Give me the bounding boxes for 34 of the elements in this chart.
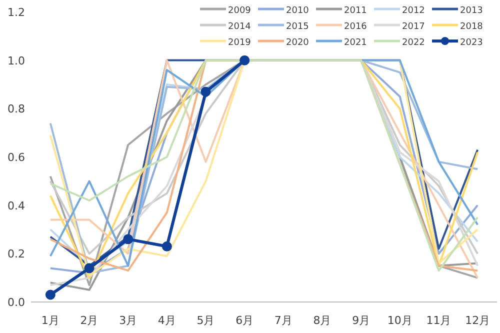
y-tick-label: 0.6 xyxy=(8,151,25,164)
legend-label: 2017 xyxy=(402,22,425,32)
legend-label: 2023 xyxy=(460,38,483,48)
legend-label: 2020 xyxy=(286,38,310,48)
legend-label: 2011 xyxy=(344,6,367,16)
x-tick-label: 7月 xyxy=(274,314,292,327)
x-tick-label: 1月 xyxy=(41,314,60,327)
y-tick-label: 0.2 xyxy=(8,248,25,261)
x-tick-label: 3月 xyxy=(119,314,138,327)
x-tick-label: 8月 xyxy=(313,314,332,327)
y-tick-label: 0.0 xyxy=(8,296,25,309)
legend-label: 2021 xyxy=(344,38,367,48)
x-tick-label: 2月 xyxy=(80,314,98,327)
legend-label: 2013 xyxy=(460,6,483,16)
x-tick-label: 11月 xyxy=(426,314,452,327)
legend-label: 2010 xyxy=(286,6,310,16)
legend-label: 2012 xyxy=(402,6,425,16)
x-tick-label: 5月 xyxy=(196,314,215,327)
legend-label: 2015 xyxy=(286,22,309,32)
y-tick-label: 0.8 xyxy=(8,102,25,116)
x-tick-label: 6月 xyxy=(236,314,254,327)
x-tick-label: 9月 xyxy=(352,314,370,327)
legend-label: 2019 xyxy=(228,38,252,48)
x-tick-label: 4月 xyxy=(158,314,176,327)
y-tick-label: 1.0 xyxy=(8,54,25,68)
x-tick-label: 10月 xyxy=(387,314,412,327)
legend-label: 2018 xyxy=(460,22,484,32)
x-tick-label: 12月 xyxy=(465,314,490,327)
legend-label: 2016 xyxy=(344,22,368,32)
y-tick-label: 0.4 xyxy=(8,199,25,212)
legend-label: 2009 xyxy=(228,6,252,16)
legend-label: 2022 xyxy=(402,38,425,48)
legend-label: 2014 xyxy=(228,22,252,32)
y-tick-label: 1.2 xyxy=(8,6,25,19)
